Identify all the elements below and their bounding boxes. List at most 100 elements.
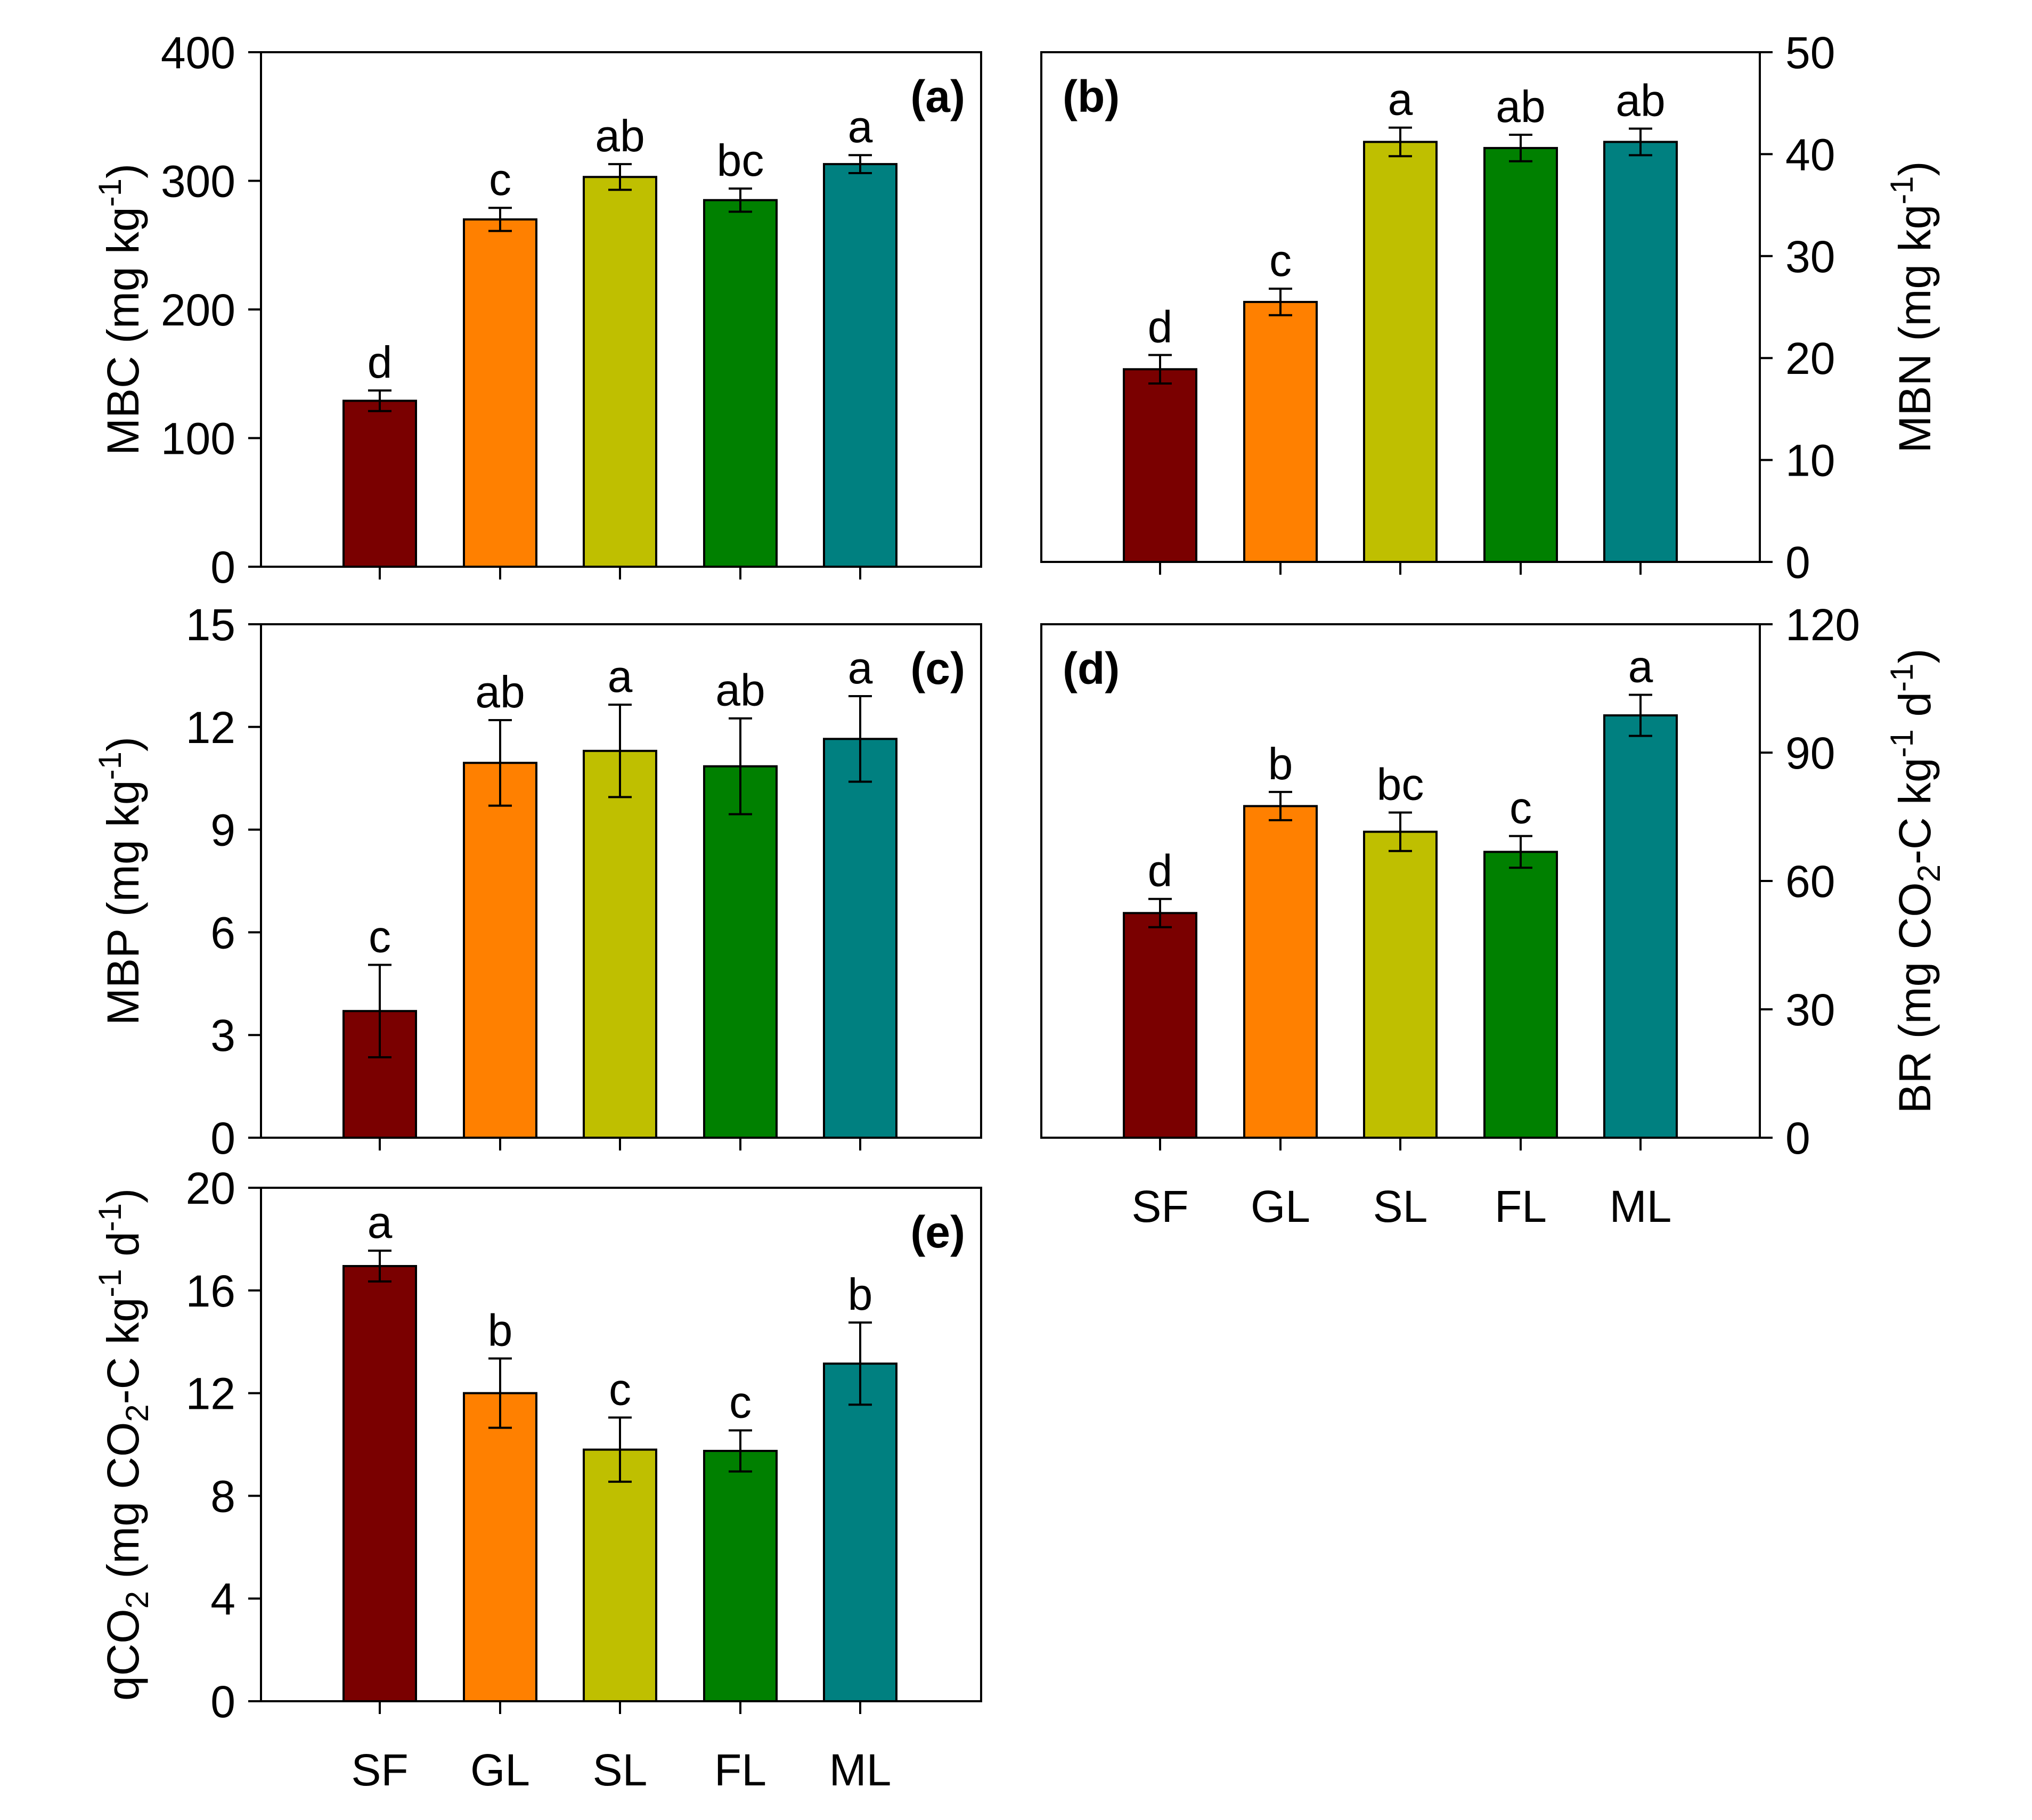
y-axis-title-part: -1 xyxy=(1884,729,1920,757)
bar-gl xyxy=(1243,805,1318,1139)
y-tick-label: 0 xyxy=(1785,537,1810,587)
significance-label: a xyxy=(848,643,873,693)
y-tick-label: 15 xyxy=(186,600,235,650)
bar-sl xyxy=(583,749,657,1139)
bar-gl xyxy=(463,1392,537,1703)
y-axis-title-part: 2 xyxy=(119,1404,155,1422)
y-axis-title-part: ) xyxy=(98,164,148,178)
bar-fl xyxy=(703,1450,778,1703)
y-tick-label: 40 xyxy=(1785,129,1835,179)
bar-gl xyxy=(463,762,537,1139)
bar-ml xyxy=(1603,714,1678,1139)
bar-fl xyxy=(1483,851,1558,1139)
y-axis-title-part: 2 xyxy=(119,1591,155,1609)
error-bar-sl xyxy=(608,704,632,798)
bar-fl xyxy=(1483,146,1558,563)
y-tick-label: 9 xyxy=(210,805,235,855)
bar-sl xyxy=(583,176,657,568)
x-tick-label: FL xyxy=(1495,1181,1547,1231)
panel-a: d c ab bc a 0 100 200 300 400 (a) MBC (mg kg-1) xyxy=(92,28,982,592)
significance-label: c xyxy=(369,911,391,961)
y-axis-title-part: ) xyxy=(1890,649,1940,664)
significance-label: ab xyxy=(1615,76,1665,126)
x-tick-label: GL xyxy=(470,1745,530,1795)
bar-ml xyxy=(823,738,897,1139)
y-axis-title-part: -1 xyxy=(92,1269,128,1297)
error-bar-ml xyxy=(1629,127,1652,157)
significance-label: bc xyxy=(1377,759,1424,809)
y-tick-label: 300 xyxy=(161,157,235,207)
y-tick-label: 0 xyxy=(210,1677,235,1727)
error-bar-sf xyxy=(368,964,391,1058)
y-tick-label: 20 xyxy=(1785,333,1835,383)
significance-label: a xyxy=(368,1197,393,1247)
error-bar-gl xyxy=(488,207,512,232)
y-axis-title-part: -1 xyxy=(1884,664,1920,692)
y-axis-title-part: -C kg xyxy=(1890,757,1940,864)
y-tick-label: 16 xyxy=(186,1266,235,1316)
y-axis-title-part: -C kg xyxy=(98,1297,148,1405)
y-tick-label: 100 xyxy=(161,414,235,464)
y-tick-label: 90 xyxy=(1785,728,1835,778)
y-tick-label: 6 xyxy=(210,908,235,958)
y-axis-title-part: -1 xyxy=(1884,176,1920,204)
y-axis-title-part: ) xyxy=(1890,161,1940,176)
error-bar-gl xyxy=(488,719,512,807)
x-tick-label: SL xyxy=(593,1745,648,1795)
error-bar-ml xyxy=(848,1321,872,1406)
y-tick-label: 30 xyxy=(1785,232,1835,282)
significance-label: ab xyxy=(715,665,765,715)
y-tick-label: 0 xyxy=(210,1113,235,1163)
error-bar-sf xyxy=(368,389,391,412)
y-axis-title-part: MBP (mg kg xyxy=(98,780,148,1025)
y-axis-title-part: (mg CO xyxy=(98,1422,148,1591)
y-axis-title-part: -1 xyxy=(92,752,128,780)
x-tick-label: ML xyxy=(829,1745,892,1795)
error-bar-ml xyxy=(1629,693,1652,737)
bar-ml xyxy=(1603,141,1678,563)
error-bar-fl xyxy=(729,1429,752,1473)
significance-label: bc xyxy=(717,135,764,185)
bar-sl xyxy=(1363,141,1438,563)
bar-gl xyxy=(1243,300,1318,563)
error-bar-gl xyxy=(488,1357,512,1429)
y-axis-title: MBC (mg kg-1) xyxy=(92,164,148,455)
bar-sl xyxy=(583,1448,657,1702)
y-tick-label: 12 xyxy=(186,1369,235,1419)
panel-label: (a) xyxy=(910,71,965,121)
error-bar-sl xyxy=(1389,126,1412,158)
error-bar-ml xyxy=(848,154,872,175)
panel-label: (e) xyxy=(910,1207,965,1257)
x-tick-label: SF xyxy=(1131,1181,1188,1231)
bar-sf xyxy=(1123,368,1197,564)
y-tick-label: 0 xyxy=(210,542,235,592)
y-axis-title-part: BR (mg CO xyxy=(1890,882,1940,1113)
y-tick-label: 200 xyxy=(161,285,235,335)
significance-label: a xyxy=(608,651,633,701)
panel-label: (d) xyxy=(1063,643,1120,693)
error-bar-ml xyxy=(848,695,872,783)
y-axis-title-part: MBN (mg kg xyxy=(1890,205,1940,453)
y-tick-label: 60 xyxy=(1785,856,1835,907)
error-bar-fl xyxy=(1509,134,1532,162)
error-bar-sl xyxy=(608,163,632,191)
y-axis-title: BR (mg CO2-C kg-1 d-1) xyxy=(1884,649,1947,1114)
significance-label: c xyxy=(1269,235,1292,285)
y-axis-title-part: d xyxy=(98,1231,148,1269)
significance-label: a xyxy=(1388,75,1413,125)
bar-sf xyxy=(1123,912,1197,1139)
panel-label: (b) xyxy=(1063,71,1120,121)
significance-label: ab xyxy=(475,667,525,717)
bar-gl xyxy=(463,218,537,568)
bar-sf xyxy=(342,399,417,568)
significance-label: d xyxy=(368,337,393,387)
error-bar-gl xyxy=(1269,288,1292,316)
significance-label: c xyxy=(1509,783,1532,833)
significance-label: a xyxy=(1628,642,1653,692)
bar-fl xyxy=(703,765,778,1139)
y-tick-label: 20 xyxy=(186,1163,235,1213)
